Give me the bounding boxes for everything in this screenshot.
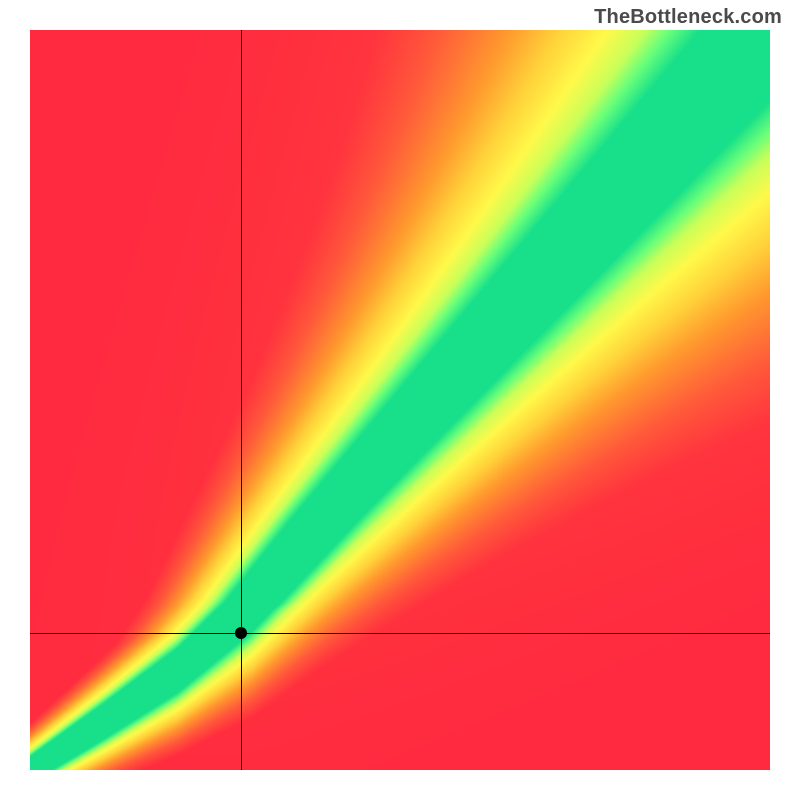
chart-container: TheBottleneck.com [0,0,800,800]
crosshair-horizontal [30,633,770,634]
bottleneck-heatmap [30,30,770,770]
watermark-text: TheBottleneck.com [594,6,782,29]
crosshair-vertical [241,30,242,770]
crosshair-marker [235,627,247,639]
